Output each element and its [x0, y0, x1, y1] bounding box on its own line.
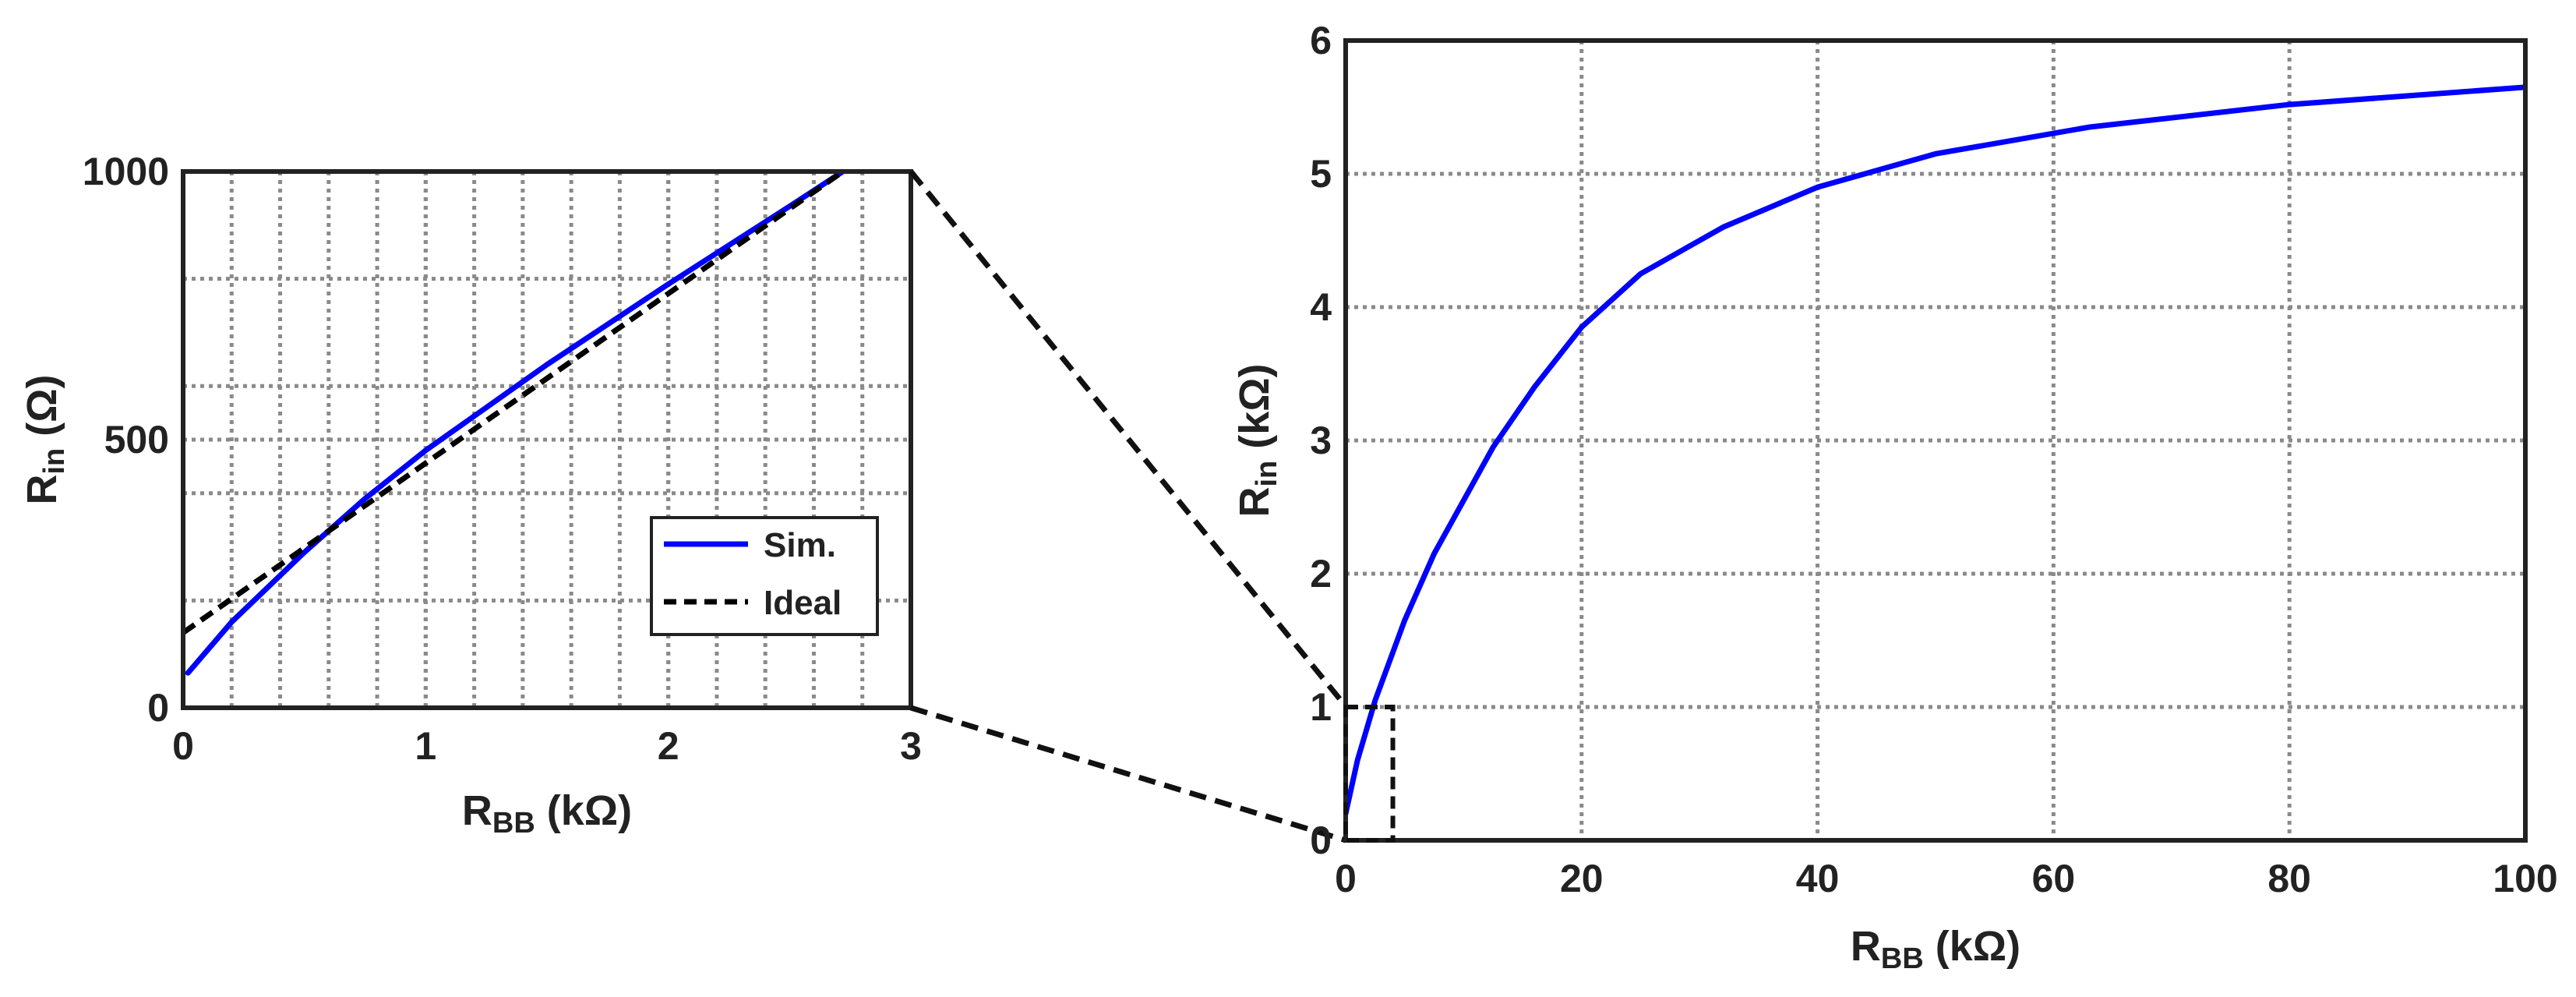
- inset-y-label-main: R: [19, 475, 65, 505]
- legend-label-sim: Sim.: [764, 526, 836, 564]
- x-tick-label: 1: [415, 724, 436, 768]
- x-tick-label: 60: [2032, 857, 2076, 900]
- inset-x-label-sub: BB: [492, 807, 535, 840]
- main-x-axis-label: RBB (kΩ): [1851, 923, 2020, 975]
- x-tick-label: 20: [1560, 857, 1604, 900]
- x-tick-label: 0: [1335, 857, 1357, 900]
- inset-tick-labels: 0 1 2 3 0 500 1000: [83, 150, 922, 768]
- main-grid: [1346, 41, 2525, 840]
- inset-plot-frame: [181, 169, 913, 710]
- x-tick-label: 2: [658, 724, 679, 768]
- y-tick-label: 2: [1310, 552, 1332, 596]
- inset-x-axis-label: RBB (kΩ): [462, 787, 632, 840]
- y-tick-label: 6: [1310, 19, 1332, 62]
- inset-x-label-rest: (kΩ): [535, 787, 632, 834]
- y-tick-label: 4: [1310, 285, 1332, 329]
- y-tick-label: 3: [1310, 419, 1332, 462]
- inset-x-label-main: R: [462, 787, 492, 834]
- x-tick-label: 40: [1796, 857, 1840, 900]
- zoom-connector-top: [909, 169, 1348, 709]
- y-tick-label: 5: [1310, 152, 1332, 196]
- inset-y-axis-label: Rin (Ω): [19, 374, 71, 504]
- main-x-label-main: R: [1851, 923, 1881, 970]
- main-y-label-sub: in: [1251, 461, 1283, 487]
- zoom-connectors: [909, 169, 1348, 843]
- inset-series: [183, 171, 846, 676]
- main-x-label-rest: (kΩ): [1924, 923, 2020, 970]
- y-tick-label: 1: [1310, 685, 1332, 729]
- main-y-label-rest: (kΩ): [1231, 363, 1278, 460]
- x-tick-label: 100: [2493, 857, 2557, 900]
- y-tick-label: 0: [1310, 818, 1332, 862]
- inset-y-label-rest: (Ω): [19, 374, 65, 447]
- legend-label-ideal: Ideal: [764, 584, 842, 622]
- y-tick-label: 0: [147, 686, 169, 730]
- x-tick-label: 0: [172, 724, 194, 768]
- main-x-label-sub: BB: [1881, 942, 1924, 975]
- zoom-connector-bottom: [909, 705, 1347, 843]
- main-tick-labels: 0 20 40 60 80 100 0 1 2 3 4 5 6: [1310, 19, 2558, 900]
- main-y-axis-label: Rin (kΩ): [1231, 363, 1283, 517]
- series-line-sim: [185, 171, 846, 676]
- main-series: [1346, 84, 2525, 817]
- main-plot-frame: [1343, 38, 2528, 843]
- x-tick-label: 80: [2267, 857, 2311, 900]
- main-y-label-main: R: [1231, 487, 1278, 518]
- y-tick-label: 1000: [83, 150, 169, 193]
- y-tick-label: 500: [104, 418, 169, 461]
- series-line-ideal: [183, 171, 845, 635]
- legend-box: [650, 516, 879, 636]
- inset-legend: Sim. Ideal: [650, 516, 879, 636]
- zoom-region-box: [1343, 705, 1396, 843]
- x-tick-label: 3: [900, 724, 922, 768]
- inset-y-label-sub: in: [38, 448, 71, 475]
- series-line-sim: [1346, 84, 2525, 817]
